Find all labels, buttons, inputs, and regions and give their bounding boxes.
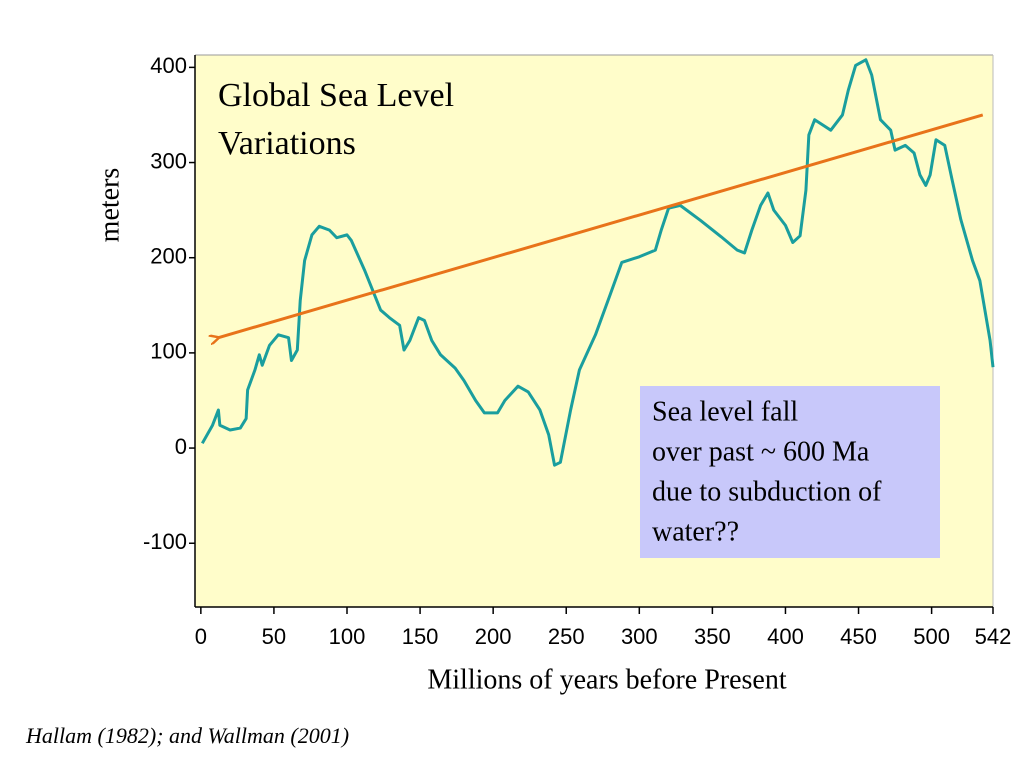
- x-tick-label: 0: [195, 624, 207, 649]
- x-tick-label: 100: [329, 624, 366, 649]
- y-tick-label: 400: [150, 53, 187, 78]
- annotation-box: [640, 386, 940, 558]
- annotation-text: over past ~ 600 Ma: [652, 436, 870, 467]
- y-tick-label: 0: [175, 434, 187, 459]
- annotation-text: Sea level fall: [652, 396, 798, 427]
- x-tick-label: 150: [402, 624, 439, 649]
- x-tick-label: 400: [767, 624, 804, 649]
- x-tick-label: 200: [475, 624, 512, 649]
- y-tick-label: 300: [150, 148, 187, 173]
- chart-title: Variations: [218, 125, 356, 162]
- plot: [194, 54, 995, 608]
- chart-title: Global Sea Level: [218, 77, 454, 114]
- trend-arrow: [218, 113, 984, 338]
- y-tick-label: -100: [143, 529, 187, 554]
- x-tick-label: 300: [621, 624, 658, 649]
- y-tick-label: 200: [150, 244, 187, 269]
- annotation-text: water??: [652, 516, 739, 547]
- x-tick-label: 350: [694, 624, 731, 649]
- x-tick-label: 250: [548, 624, 585, 649]
- annotation-text: due to subduction of: [652, 476, 882, 507]
- x-tick-label: 50: [262, 624, 286, 649]
- x-tick-label: 450: [840, 624, 877, 649]
- x-tick-label: 542: [975, 624, 1012, 649]
- y-axis-label: meters: [94, 168, 125, 243]
- source: Hallam (1982); and Wallman (2001): [25, 723, 349, 748]
- y-tick-label: 100: [150, 339, 187, 364]
- sea-level-line: [201, 58, 995, 467]
- x-tick-label: 500: [913, 624, 950, 649]
- x-axis-label: Millions of years before Present: [427, 664, 786, 695]
